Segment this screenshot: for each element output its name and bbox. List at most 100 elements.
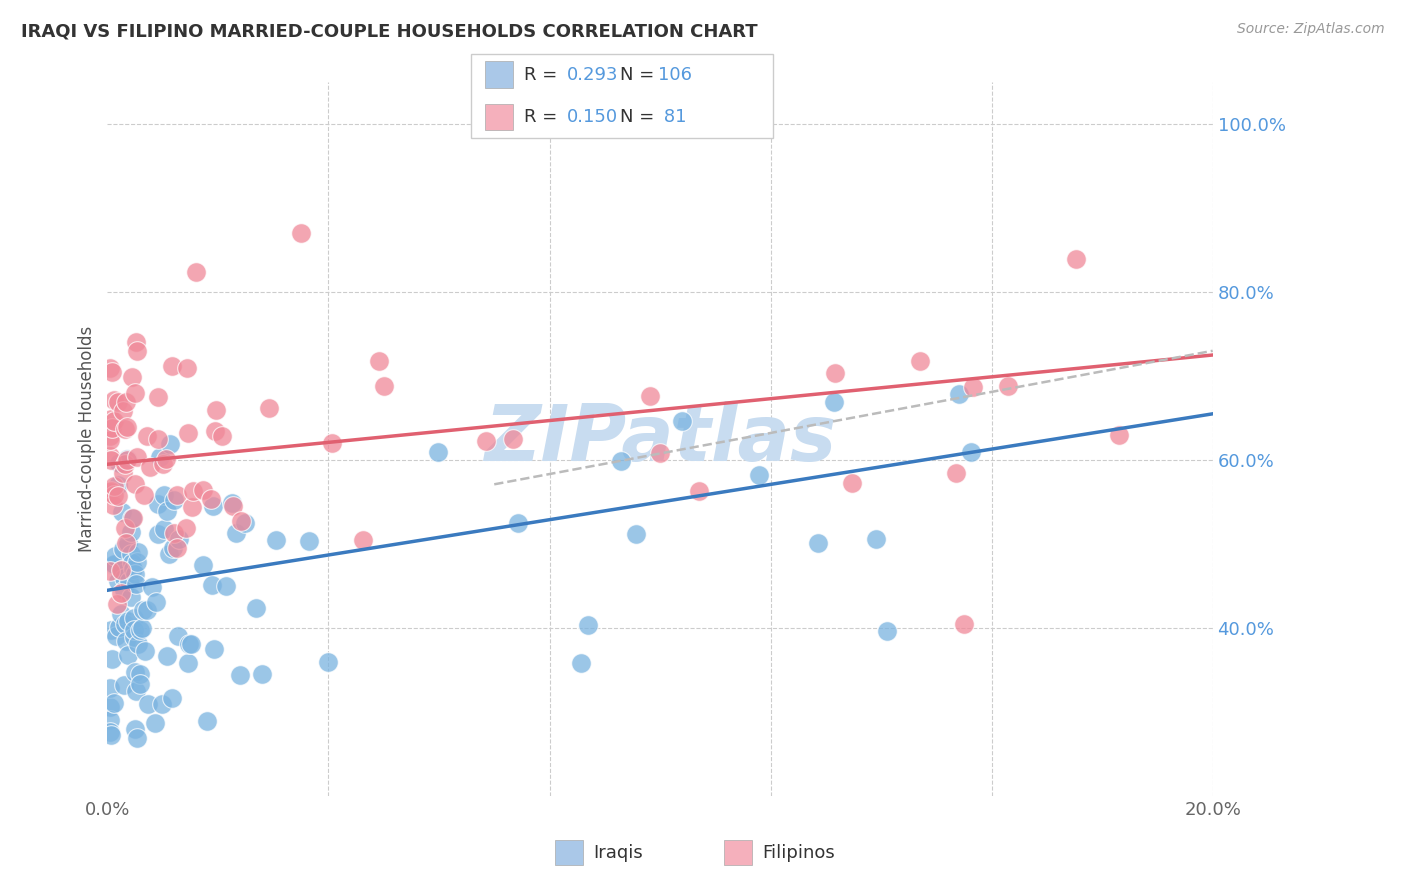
Point bbox=[177, 636, 200, 650]
Point bbox=[159, 437, 181, 451]
Point bbox=[122, 562, 145, 576]
Point bbox=[962, 380, 984, 394]
Point bbox=[202, 642, 225, 657]
Point bbox=[124, 665, 146, 679]
Point bbox=[112, 571, 135, 585]
Point bbox=[103, 414, 125, 428]
Point bbox=[145, 595, 167, 609]
Point bbox=[960, 445, 983, 459]
Point bbox=[122, 630, 145, 644]
Point bbox=[112, 678, 135, 692]
Point bbox=[108, 456, 131, 470]
Point bbox=[112, 542, 135, 557]
Point bbox=[127, 545, 149, 559]
Point bbox=[150, 697, 173, 711]
Point bbox=[997, 379, 1019, 393]
Point bbox=[876, 624, 898, 639]
Text: N =: N = bbox=[620, 108, 659, 126]
Point bbox=[211, 428, 233, 442]
Point bbox=[134, 644, 156, 658]
Point bbox=[117, 648, 139, 663]
Point bbox=[162, 541, 184, 556]
Point bbox=[100, 728, 122, 742]
Point bbox=[166, 541, 188, 555]
Text: R =: R = bbox=[524, 108, 564, 126]
Point bbox=[103, 393, 125, 408]
Point bbox=[186, 264, 208, 278]
Point bbox=[122, 623, 145, 637]
Point bbox=[103, 488, 125, 502]
Text: R =: R = bbox=[524, 66, 564, 84]
Point bbox=[225, 525, 247, 540]
Point bbox=[841, 475, 863, 490]
Point bbox=[576, 618, 599, 632]
Point bbox=[638, 389, 661, 403]
Point bbox=[426, 445, 449, 459]
Point bbox=[103, 558, 125, 573]
Point bbox=[121, 370, 143, 384]
Point bbox=[136, 603, 159, 617]
Point bbox=[115, 633, 138, 648]
Point bbox=[131, 621, 153, 635]
Point bbox=[174, 521, 197, 535]
Point bbox=[117, 614, 139, 628]
Point bbox=[117, 574, 139, 589]
Point bbox=[807, 536, 830, 550]
Point bbox=[257, 401, 280, 415]
Point bbox=[136, 428, 159, 442]
Point bbox=[98, 449, 121, 463]
Point bbox=[245, 601, 267, 615]
Point bbox=[195, 714, 218, 728]
Point bbox=[129, 623, 152, 637]
Point bbox=[823, 395, 845, 409]
Point bbox=[229, 667, 252, 681]
Point bbox=[264, 533, 287, 547]
Point bbox=[124, 385, 146, 400]
Point bbox=[100, 484, 122, 499]
Point bbox=[318, 655, 340, 669]
Point bbox=[127, 344, 149, 359]
Point bbox=[748, 467, 770, 482]
Point bbox=[103, 696, 125, 710]
Point bbox=[156, 504, 179, 518]
Point bbox=[166, 630, 188, 644]
Point bbox=[146, 497, 169, 511]
Point bbox=[114, 536, 136, 550]
Point bbox=[569, 656, 592, 670]
Text: ZIPatlas: ZIPatlas bbox=[484, 401, 837, 477]
Point bbox=[107, 574, 129, 588]
Point bbox=[98, 434, 121, 448]
Text: 0.293: 0.293 bbox=[567, 66, 619, 84]
Point bbox=[112, 583, 135, 598]
Point bbox=[1108, 427, 1130, 442]
Point bbox=[160, 359, 183, 374]
Point bbox=[125, 684, 148, 698]
Text: 81: 81 bbox=[658, 108, 686, 126]
Point bbox=[202, 499, 225, 513]
Point bbox=[153, 488, 176, 502]
Point bbox=[129, 667, 152, 681]
Point bbox=[103, 557, 125, 571]
Point bbox=[177, 657, 200, 671]
Point bbox=[105, 629, 128, 643]
Point bbox=[103, 479, 125, 493]
Point bbox=[120, 547, 142, 561]
Point bbox=[945, 467, 967, 481]
Point bbox=[98, 429, 121, 443]
Point bbox=[204, 424, 226, 438]
Point bbox=[100, 652, 122, 666]
Point bbox=[114, 617, 136, 632]
Point bbox=[101, 421, 124, 435]
Y-axis label: Married-couple Households: Married-couple Households bbox=[79, 326, 96, 552]
Point bbox=[127, 637, 149, 651]
Point bbox=[475, 434, 498, 448]
Point bbox=[156, 648, 179, 663]
Point bbox=[166, 488, 188, 502]
Point bbox=[233, 516, 256, 531]
Point bbox=[124, 576, 146, 591]
Point bbox=[115, 395, 138, 409]
Point bbox=[120, 524, 142, 539]
Point bbox=[114, 457, 136, 471]
Point bbox=[177, 426, 200, 441]
Point bbox=[163, 493, 186, 508]
